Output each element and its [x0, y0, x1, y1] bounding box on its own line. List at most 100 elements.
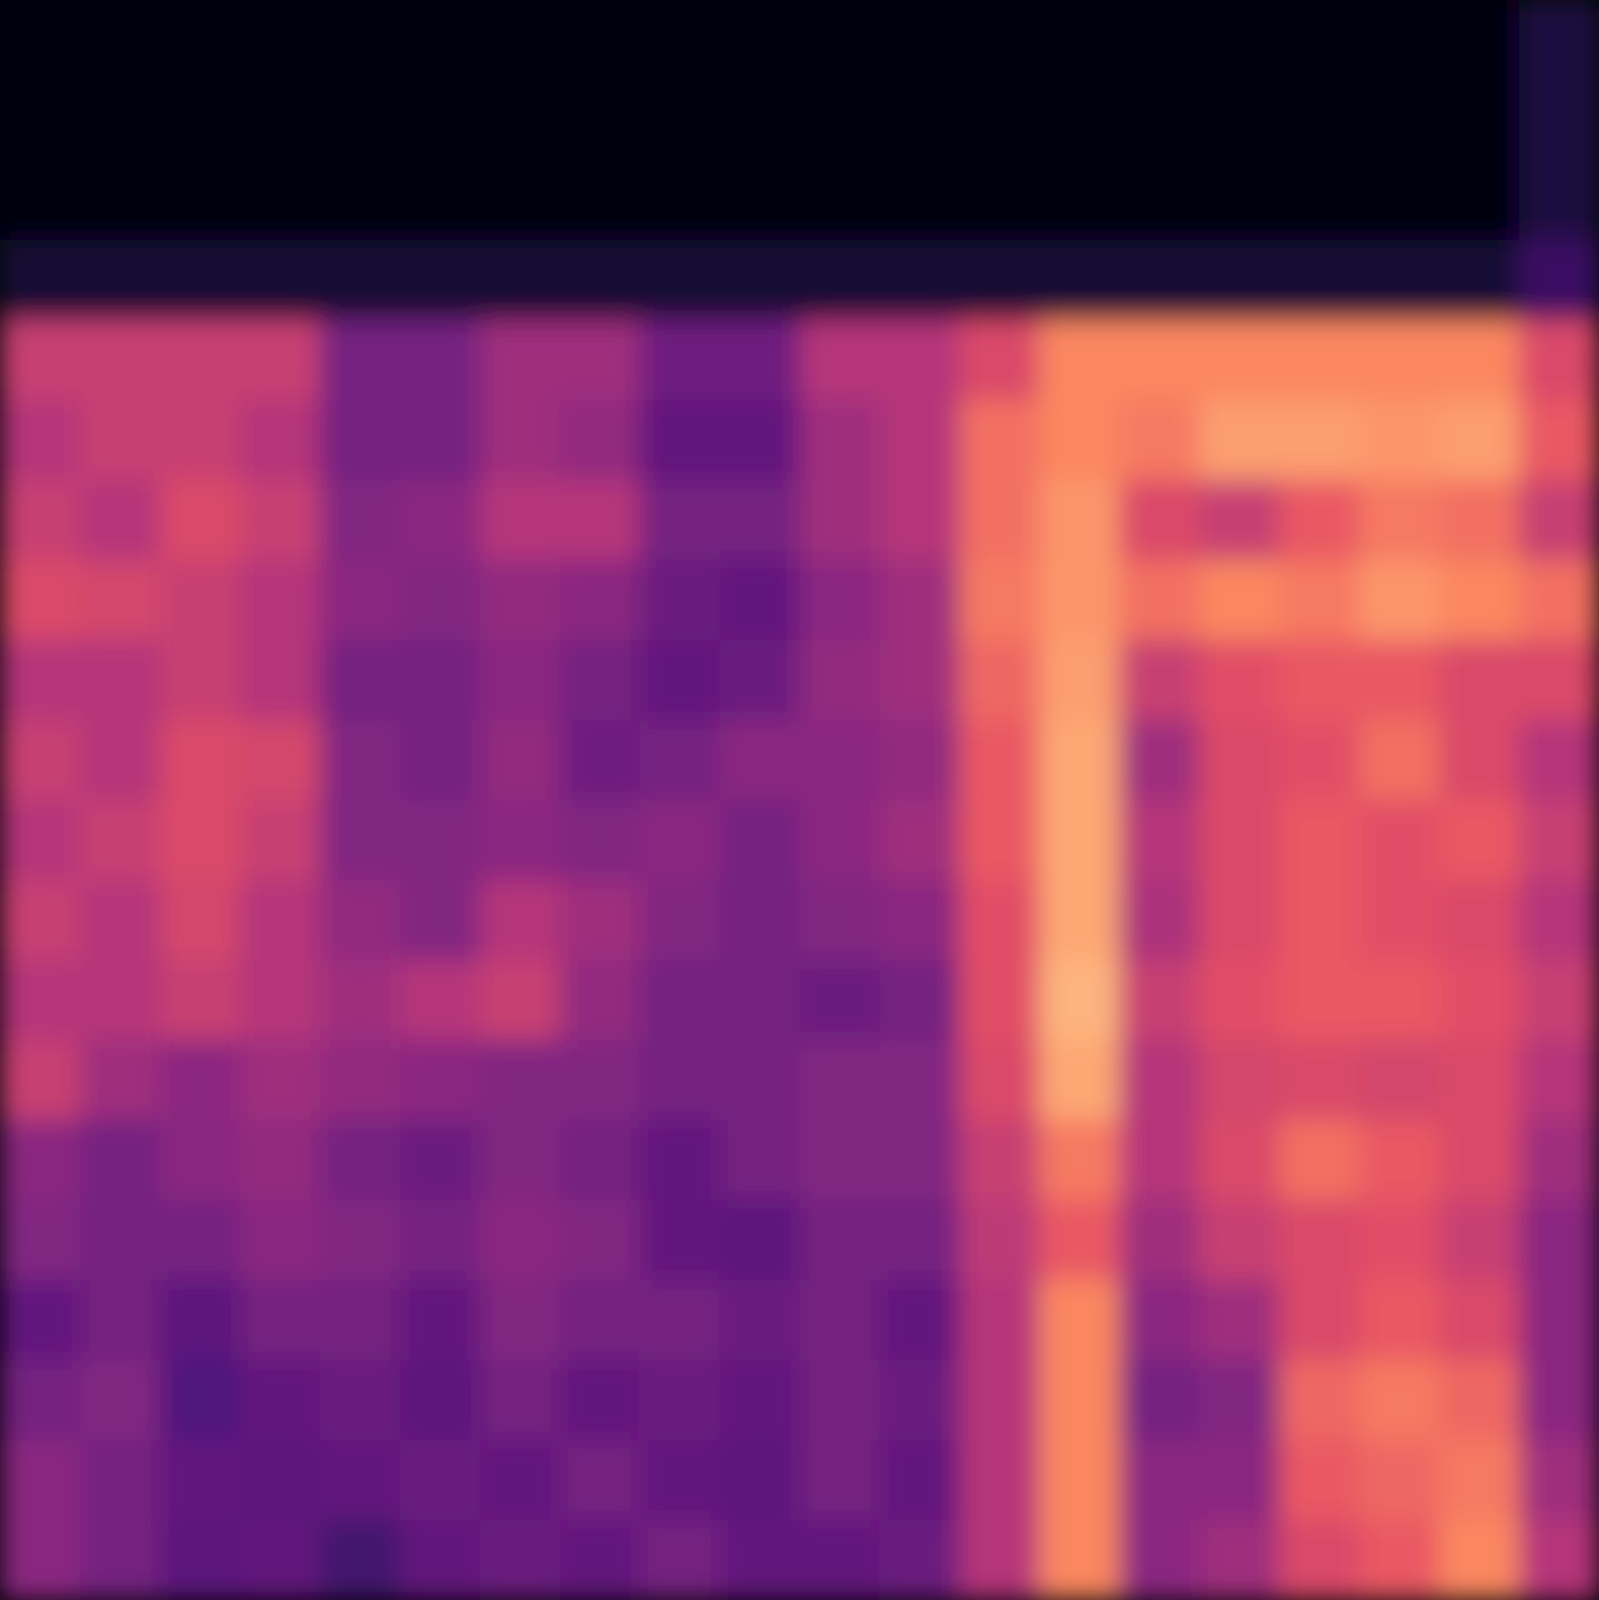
cell [1039, 1520, 1121, 1600]
cell [0, 1520, 81, 1600]
cell [479, 719, 561, 801]
cell [1358, 560, 1440, 641]
cell [1039, 0, 1121, 81]
cell [399, 1120, 481, 1201]
cell [559, 1440, 640, 1521]
cell [1358, 1039, 1440, 1121]
cell [1358, 880, 1440, 961]
cell [479, 800, 561, 881]
cell [240, 639, 321, 721]
cell [1039, 160, 1121, 242]
cell [1519, 1279, 1599, 1361]
cell [1439, 1039, 1521, 1121]
cell [559, 399, 640, 481]
cell [399, 880, 481, 961]
cell [1039, 79, 1121, 161]
cell [1519, 959, 1599, 1041]
cell [639, 959, 721, 1041]
cell [1358, 959, 1440, 1041]
cell [799, 959, 881, 1041]
cell [399, 1520, 481, 1600]
cell [1199, 1359, 1280, 1441]
cell [1519, 240, 1599, 321]
cell [639, 800, 721, 881]
cell [79, 560, 161, 641]
cell [399, 1039, 481, 1121]
cell [319, 79, 401, 161]
cell [1439, 800, 1521, 881]
cell [1439, 719, 1521, 801]
cell [79, 959, 161, 1041]
cell [559, 480, 640, 561]
cell [1199, 160, 1280, 242]
cell [79, 319, 161, 401]
cell [639, 719, 721, 801]
cell [240, 1120, 321, 1201]
cell [159, 399, 241, 481]
cell [0, 399, 81, 481]
cell [1358, 1200, 1440, 1281]
cell [1439, 319, 1521, 401]
cell [639, 560, 721, 641]
cell [399, 639, 481, 721]
cell [1279, 1440, 1360, 1521]
cell [479, 560, 561, 641]
cell [1119, 160, 1201, 242]
cell [719, 1440, 801, 1521]
cell [1199, 719, 1280, 801]
cell [79, 1039, 161, 1121]
cell [639, 399, 721, 481]
cell [1519, 1359, 1599, 1441]
cell [1439, 560, 1521, 641]
cell [319, 240, 401, 321]
cell [719, 79, 801, 161]
cell [79, 240, 161, 321]
cell [1039, 399, 1121, 481]
cell [479, 160, 561, 242]
cell [1119, 319, 1201, 401]
cell [1279, 1359, 1360, 1441]
cell [959, 480, 1040, 561]
cell [719, 560, 801, 641]
cell [0, 0, 81, 81]
cell [719, 880, 801, 961]
cell [559, 800, 640, 881]
cell [240, 79, 321, 161]
cell [1119, 560, 1201, 641]
cell [959, 560, 1040, 641]
cell [319, 319, 401, 401]
cell [719, 160, 801, 242]
cell [399, 79, 481, 161]
cell [1439, 1520, 1521, 1600]
cell [479, 639, 561, 721]
cell [799, 1120, 881, 1201]
cell [639, 880, 721, 961]
cell [159, 1120, 241, 1201]
cell [240, 1200, 321, 1281]
cell [639, 1359, 721, 1441]
cell [0, 480, 81, 561]
cell [479, 399, 561, 481]
cell [319, 719, 401, 801]
cell [719, 0, 801, 81]
cell [879, 719, 960, 801]
cell [0, 160, 81, 242]
cell [1119, 240, 1201, 321]
cell [1039, 959, 1121, 1041]
cell [639, 1200, 721, 1281]
cell [0, 240, 81, 321]
cell [1519, 1520, 1599, 1600]
cell [399, 240, 481, 321]
cell [559, 319, 640, 401]
cell [879, 800, 960, 881]
cell [1279, 1200, 1360, 1281]
cell [0, 639, 81, 721]
cell [559, 1520, 640, 1600]
cell [559, 1039, 640, 1121]
cell [159, 160, 241, 242]
cell [1119, 1520, 1201, 1600]
cell [959, 79, 1040, 161]
cell [79, 1520, 161, 1600]
cell [479, 1359, 561, 1441]
cell [879, 1039, 960, 1121]
